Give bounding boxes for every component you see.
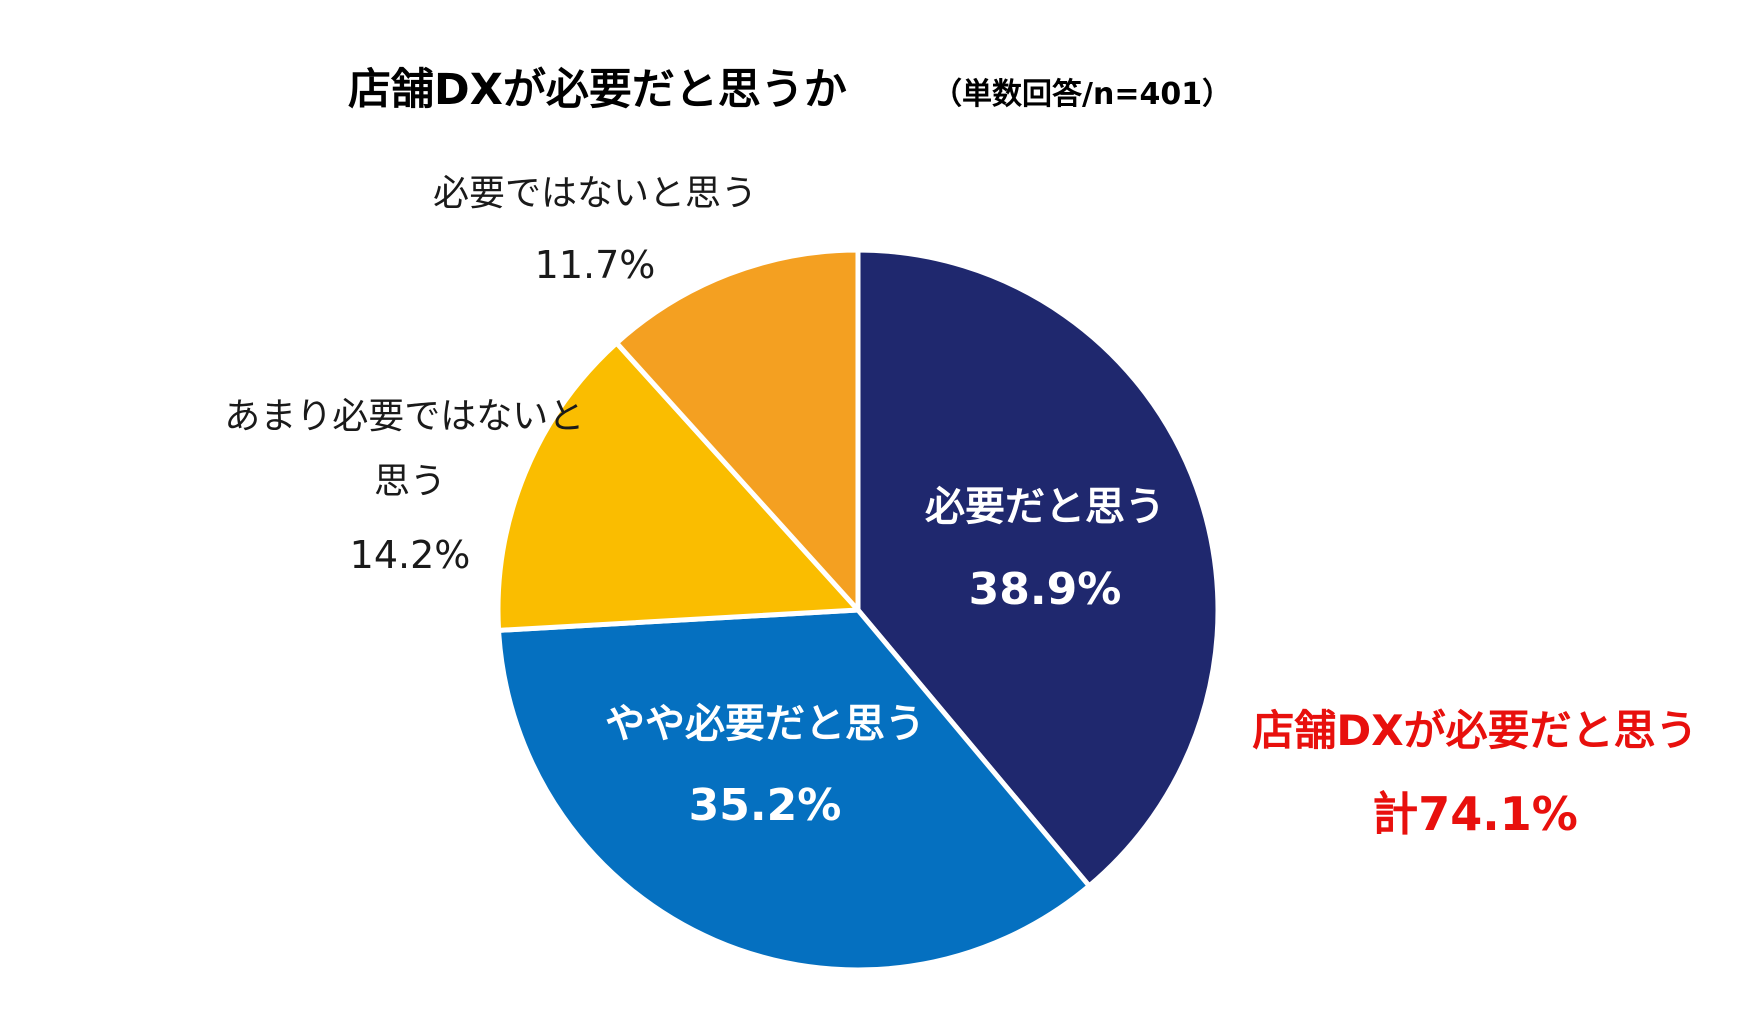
slice-hitsuyou-category-label: 必要だと思う [925, 484, 1165, 530]
slice-yaya-hitsuyou [496, 607, 1092, 973]
chart-subtitle: （単数回答/n=401） [932, 77, 1232, 112]
slice-hitsuyou-value-label: 38.9% [969, 564, 1122, 615]
chart-title: 店舗DXが必要だと思うか [348, 65, 847, 115]
total-annotation-line2: 計74.1% [1372, 787, 1578, 841]
slice-amari-hitsuyou-dehanai [495, 340, 861, 633]
pie-slices [495, 247, 1221, 973]
slice-hitsuyou-dehanai-category-label: 必要ではないと思う [433, 173, 757, 214]
slice-yaya-hitsuyou-value-label: 35.2% [689, 780, 842, 831]
slice-amari-value-label: 14.2% [350, 533, 471, 577]
slice-hitsuyou-dehanai-value-label: 11.7% [535, 243, 656, 287]
slice-yaya-hitsuyou-category-label: やや必要だと思う [605, 701, 925, 747]
slice-hitsuyou [855, 247, 1221, 889]
total-annotation-line1: 店舗DXが必要だと思う [1252, 706, 1697, 755]
slice-amari-category-label: あまり必要ではないと 思う [224, 396, 595, 502]
slice-hitsuyou-dehanai [614, 247, 861, 613]
